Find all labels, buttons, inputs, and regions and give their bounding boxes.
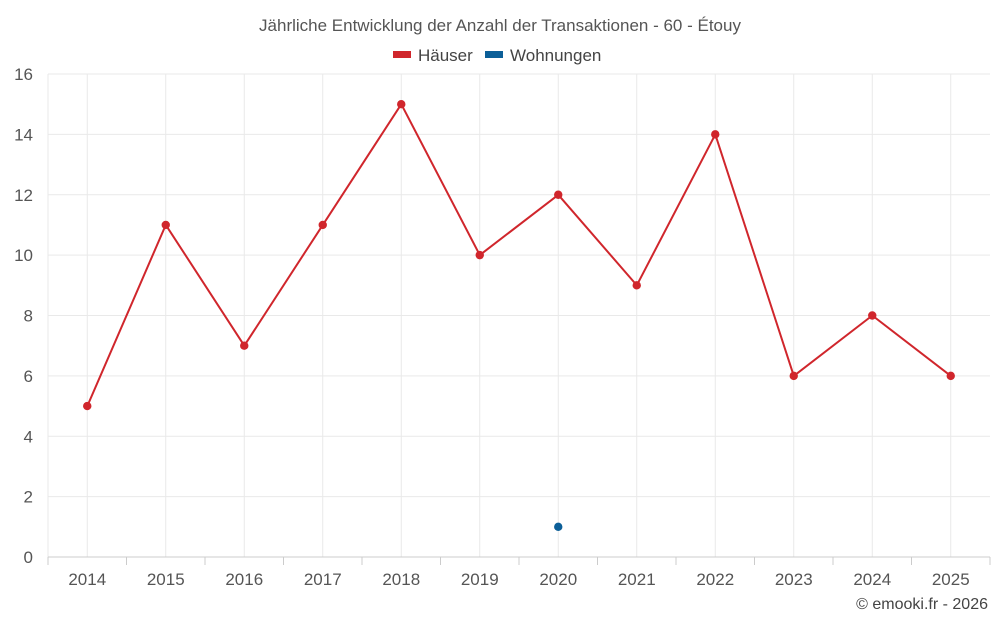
- x-tick-label: 2020: [539, 570, 577, 589]
- x-tick-label: 2025: [932, 570, 970, 589]
- data-point-haeuser[interactable]: [240, 341, 249, 350]
- data-point-haeuser[interactable]: [397, 99, 406, 109]
- data-point-haeuser[interactable]: [711, 130, 720, 139]
- x-tick-label: 2016: [225, 570, 263, 589]
- legend-item-haeuser[interactable]: Häuser: [393, 46, 473, 65]
- data-point-haeuser[interactable]: [83, 401, 92, 411]
- y-tick-label: 16: [14, 65, 33, 84]
- y-tick-label: 10: [14, 246, 33, 265]
- axis-layer: 0 2 4 6 8 10 12 14 16 2014 2015 2016 2017 2018 2019 202…: [14, 65, 991, 589]
- y-tick-label: 14: [14, 125, 33, 144]
- y-tick-label: 8: [24, 307, 33, 326]
- x-tick-label: 2015: [147, 570, 185, 589]
- legend: Häuser Wohnungen: [393, 46, 601, 65]
- legend-item-wohnungen[interactable]: Wohnungen: [485, 46, 601, 65]
- data-point-haeuser[interactable]: [161, 220, 170, 230]
- data-point-haeuser[interactable]: [946, 371, 955, 381]
- legend-label-wohnungen: Wohnungen: [510, 46, 601, 65]
- y-tick-label: 0: [24, 548, 33, 567]
- x-tick-label: 2014: [68, 570, 106, 589]
- legend-swatch-wohnungen: [485, 51, 503, 58]
- x-tick-label: 2021: [618, 570, 656, 589]
- data-point-haeuser[interactable]: [554, 190, 563, 199]
- data-point-haeuser[interactable]: [789, 371, 798, 381]
- legend-label-haeuser: Häuser: [418, 46, 473, 65]
- data-point-haeuser[interactable]: [868, 311, 877, 320]
- y-tick-label: 2: [24, 488, 33, 507]
- x-tick-label: 2022: [696, 570, 734, 589]
- x-tick-label: 2024: [853, 570, 891, 589]
- x-tick-label: 2017: [304, 570, 342, 589]
- chart-title: Jährliche Entwicklung der Anzahl der Tra…: [259, 16, 741, 35]
- series-line-haeuser: [86, 103, 952, 407]
- x-tick-label: 2023: [775, 570, 813, 589]
- data-point-haeuser[interactable]: [318, 220, 327, 230]
- data-point-wohnungen[interactable]: [554, 522, 563, 532]
- y-tick-label: 12: [14, 186, 33, 205]
- x-tick-label: 2019: [461, 570, 499, 589]
- data-point-haeuser[interactable]: [475, 250, 484, 260]
- y-tick-label: 4: [24, 427, 33, 446]
- x-tick-label: 2018: [382, 570, 420, 589]
- credit-text: © emooki.fr - 2026: [856, 596, 988, 613]
- series-layer: [83, 99, 955, 532]
- grid-layer: [47, 73, 990, 557]
- legend-swatch-haeuser: [393, 51, 411, 58]
- y-tick-label: 6: [24, 367, 33, 386]
- data-point-haeuser[interactable]: [632, 281, 641, 290]
